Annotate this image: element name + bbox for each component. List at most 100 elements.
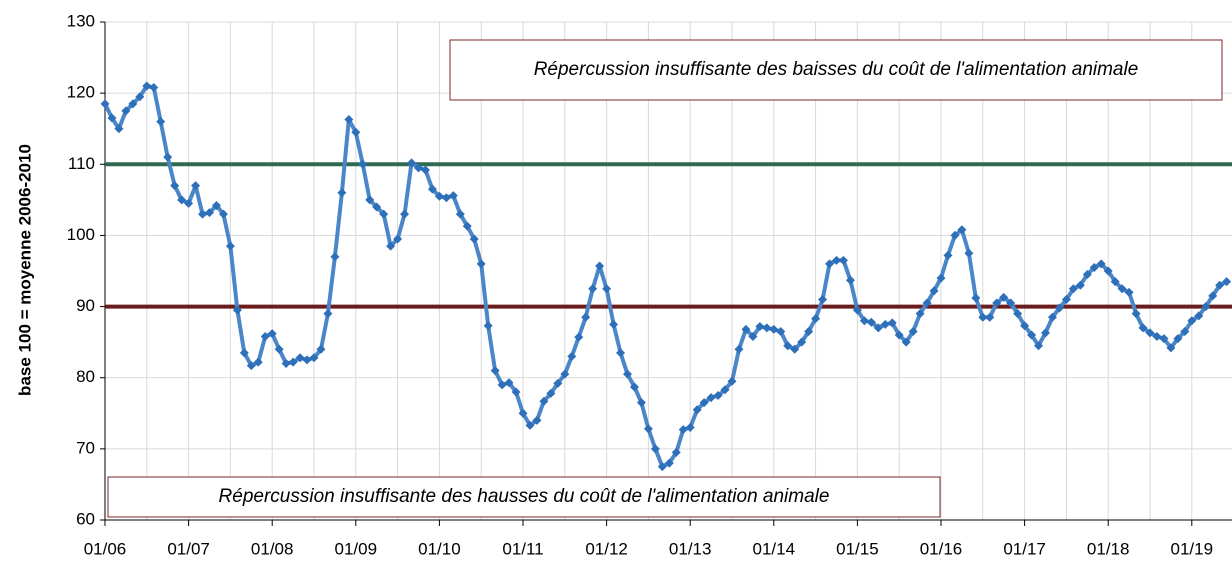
data-point [1061, 294, 1071, 304]
data-point [560, 369, 570, 379]
data-point [1194, 311, 1204, 321]
y-tick-label: 70 [76, 438, 95, 457]
data-point [734, 344, 744, 354]
data-point [288, 357, 298, 367]
data-point [1020, 321, 1030, 331]
data-point [448, 191, 458, 201]
data-point [727, 376, 737, 386]
data-point [978, 312, 988, 322]
data-point [198, 209, 208, 219]
data-point [211, 201, 221, 211]
data-point [427, 184, 437, 194]
x-tick-label: 01/15 [836, 539, 879, 558]
data-point [1180, 326, 1190, 336]
data-point [281, 358, 291, 368]
data-point [1006, 298, 1016, 308]
data-point [811, 314, 821, 324]
data-point [678, 425, 688, 435]
data-point [1096, 259, 1106, 269]
data-point [393, 234, 403, 244]
data-point [1034, 341, 1044, 351]
data-point [985, 312, 995, 322]
data-point [880, 319, 890, 329]
data-point [205, 208, 214, 218]
data-point [783, 341, 793, 351]
data-point [769, 324, 779, 334]
data-point [1103, 266, 1113, 276]
data-point [267, 329, 277, 339]
data-point [588, 284, 598, 294]
data-point [915, 309, 925, 319]
data-point [372, 202, 382, 212]
y-tick-label: 60 [76, 509, 95, 528]
data-point [414, 163, 423, 173]
y-tick-label: 110 [68, 154, 95, 173]
data-point [1215, 280, 1225, 290]
data-point [602, 284, 612, 294]
data-point [539, 396, 549, 406]
data-point [887, 318, 897, 328]
data-point [114, 124, 124, 134]
data-point [184, 198, 194, 208]
y-tick-label: 80 [76, 367, 95, 386]
data-point [650, 444, 660, 454]
x-tick-label: 01/19 [1171, 539, 1214, 558]
data-point [797, 337, 807, 347]
data-point [790, 344, 800, 354]
data-point [866, 317, 876, 327]
data-point [344, 114, 354, 124]
data-point [295, 353, 305, 363]
data-point [455, 209, 465, 219]
data-point [713, 391, 723, 400]
x-tick-label: 01/17 [1003, 539, 1046, 558]
data-point [1208, 291, 1218, 301]
data-point [407, 158, 417, 168]
data-point [142, 81, 152, 91]
data-point [309, 353, 319, 363]
data-point [755, 321, 765, 331]
data-point [776, 326, 786, 336]
data-point [706, 393, 716, 403]
data-point [873, 323, 883, 333]
data-point [260, 331, 270, 341]
x-tick-label: 01/16 [920, 539, 963, 558]
data-point [1075, 280, 1085, 290]
data-point [616, 348, 626, 358]
data-point [574, 332, 584, 342]
data-point [657, 462, 667, 472]
data-point [832, 255, 841, 265]
data-point [462, 221, 472, 231]
data-point [358, 159, 368, 169]
data-point [1110, 277, 1120, 287]
data-point [121, 106, 131, 116]
data-point [685, 423, 695, 433]
data-point [629, 382, 639, 392]
data-point [922, 298, 932, 308]
data-point [936, 273, 946, 283]
data-point [1166, 343, 1176, 353]
data-point [636, 398, 646, 408]
data-point [177, 195, 187, 205]
data-point [316, 344, 326, 354]
data-point [351, 127, 361, 137]
data-point [1173, 334, 1183, 344]
data-point [1187, 316, 1197, 326]
data-point [434, 191, 444, 201]
data-point [483, 321, 493, 331]
data-point [964, 248, 974, 258]
y-axis-label: base 100 = moyenne 2006-2010 [15, 144, 34, 396]
x-tick-label: 01/10 [418, 539, 461, 558]
data-point [253, 357, 263, 367]
data-point [720, 385, 730, 395]
data-point [379, 209, 389, 219]
data-point [497, 380, 507, 390]
annotation: Répercussion insuffisante des baisses du… [534, 59, 1139, 80]
data-point [135, 92, 145, 102]
data-point [1117, 284, 1127, 294]
data-point [859, 316, 869, 326]
x-tick-label: 01/18 [1087, 539, 1130, 558]
annotation-box [449, 39, 1223, 101]
data-point [1089, 262, 1099, 272]
data-point [748, 331, 758, 341]
data-point [469, 234, 479, 244]
